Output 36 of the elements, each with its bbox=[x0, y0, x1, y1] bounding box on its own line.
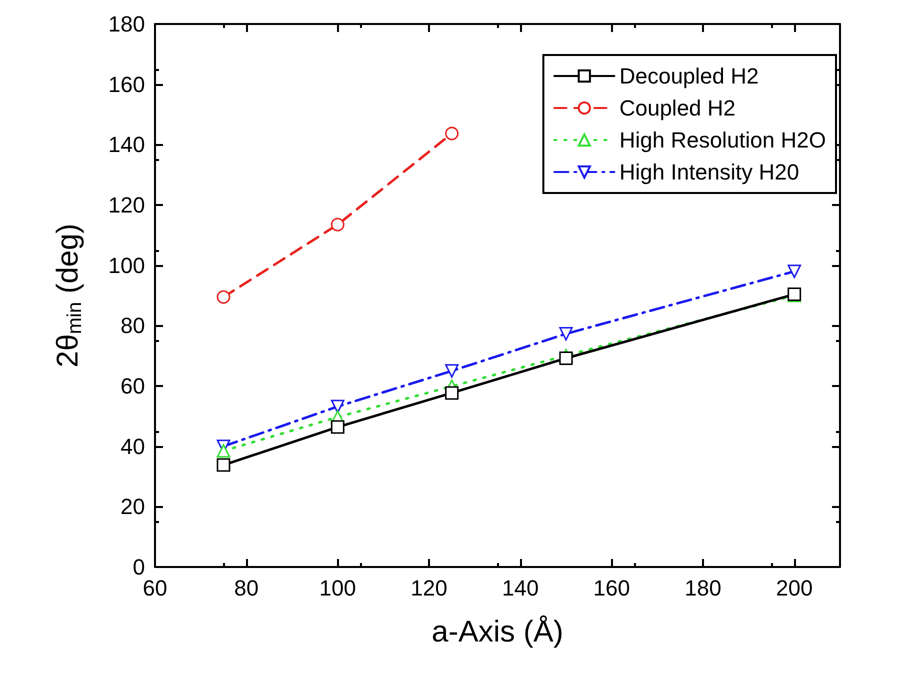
y-axis-title: 2θmin (deg) bbox=[52, 224, 86, 368]
y-tick-label: 120 bbox=[108, 192, 145, 218]
point bbox=[330, 400, 344, 414]
y-tick-label: 100 bbox=[108, 252, 145, 278]
point bbox=[445, 364, 459, 378]
x-tick-label: 160 bbox=[593, 576, 630, 600]
x-tick-label: 180 bbox=[684, 576, 722, 600]
legend-label: Coupled H2 bbox=[619, 96, 736, 120]
point bbox=[216, 444, 230, 458]
point bbox=[445, 386, 459, 400]
point bbox=[559, 327, 573, 341]
x-tick-label: 60 bbox=[142, 576, 168, 600]
x-axis-title: a-Axis (Å) bbox=[432, 614, 564, 648]
y-tick-label: 160 bbox=[108, 72, 145, 97]
point bbox=[330, 218, 344, 232]
point bbox=[330, 420, 344, 434]
legend-label: High Intensity H20 bbox=[619, 160, 800, 184]
x-tick-label: 80 bbox=[234, 576, 259, 600]
legend-label: Decoupled H2 bbox=[619, 64, 759, 88]
y-tick-label: 140 bbox=[108, 132, 145, 158]
x-tick-label: 140 bbox=[502, 576, 539, 600]
y-tick-label: 0 bbox=[132, 554, 145, 580]
y-tick-label: 80 bbox=[120, 313, 145, 338]
y-tick-label: 180 bbox=[108, 12, 145, 36]
x-tick-label: 100 bbox=[319, 576, 356, 600]
x-tick-label: 120 bbox=[410, 576, 448, 600]
y-tick-label: 40 bbox=[120, 434, 145, 459]
point bbox=[788, 264, 802, 278]
y-tick-label: 20 bbox=[120, 494, 145, 520]
point bbox=[445, 126, 459, 140]
point bbox=[216, 290, 230, 304]
legend-label: High Resolution H2O bbox=[619, 128, 826, 152]
point bbox=[216, 458, 230, 472]
y-tick-label: 60 bbox=[120, 374, 145, 398]
x-tick-label: 200 bbox=[776, 576, 813, 600]
point bbox=[559, 351, 573, 365]
